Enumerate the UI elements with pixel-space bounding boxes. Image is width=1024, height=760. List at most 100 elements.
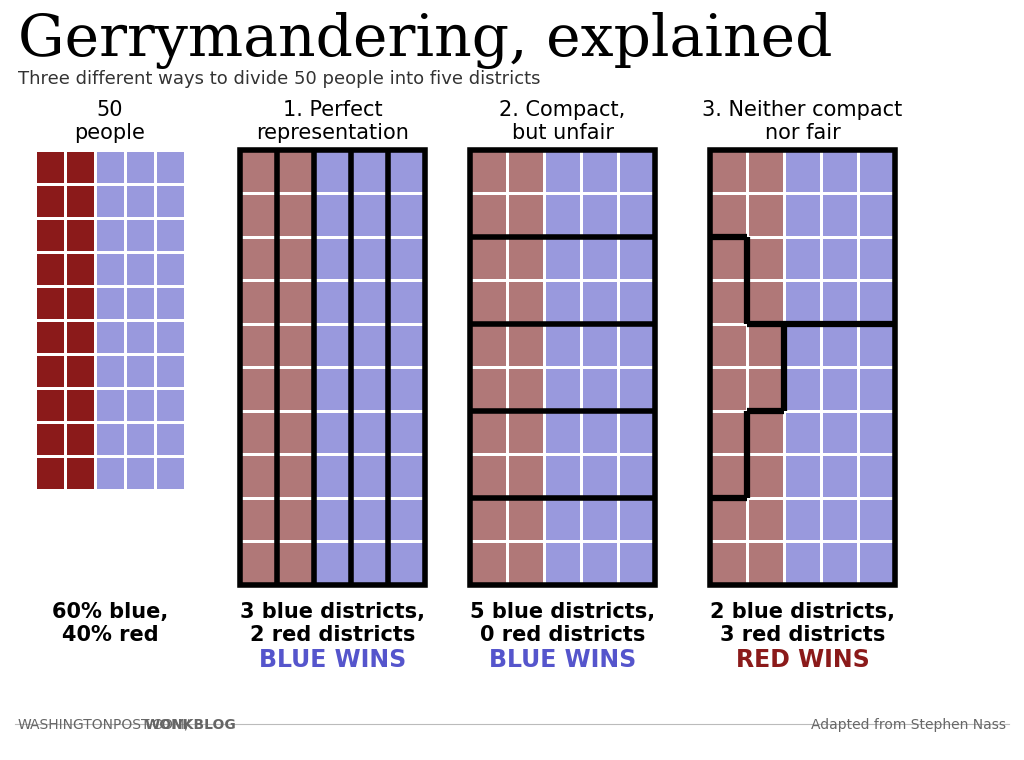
Bar xyxy=(389,325,424,366)
Bar xyxy=(546,369,580,410)
Bar xyxy=(859,195,894,236)
Bar xyxy=(315,369,349,410)
Bar xyxy=(509,456,543,496)
Bar xyxy=(509,499,543,540)
Bar xyxy=(127,220,154,251)
Bar xyxy=(37,220,63,251)
Text: 2. Compact,
but unfair: 2. Compact, but unfair xyxy=(500,100,626,143)
Bar xyxy=(509,369,543,410)
Bar xyxy=(859,282,894,322)
Bar xyxy=(712,499,745,540)
Bar xyxy=(67,220,93,251)
Bar xyxy=(389,239,424,279)
Bar xyxy=(352,369,386,410)
Bar xyxy=(822,151,856,192)
Bar xyxy=(710,150,895,585)
Bar xyxy=(620,413,653,453)
Text: Gerrymandering, explained: Gerrymandering, explained xyxy=(18,12,833,69)
Bar xyxy=(67,458,93,489)
Bar xyxy=(157,287,183,318)
Bar xyxy=(37,389,63,420)
Bar xyxy=(749,151,782,192)
Bar xyxy=(822,543,856,584)
Bar xyxy=(749,413,782,453)
Bar xyxy=(546,413,580,453)
Bar xyxy=(583,282,616,322)
Bar xyxy=(712,325,745,366)
Bar xyxy=(583,543,616,584)
Bar xyxy=(37,287,63,318)
Bar xyxy=(859,413,894,453)
Bar xyxy=(242,456,275,496)
Bar xyxy=(712,282,745,322)
Bar xyxy=(620,456,653,496)
Text: BLUE WINS: BLUE WINS xyxy=(259,648,407,672)
Bar xyxy=(859,369,894,410)
Bar xyxy=(240,150,425,585)
Bar xyxy=(583,369,616,410)
Bar xyxy=(127,458,154,489)
Bar xyxy=(352,282,386,322)
Bar xyxy=(67,356,93,387)
Bar xyxy=(67,185,93,217)
Bar xyxy=(785,413,819,453)
Bar xyxy=(279,499,312,540)
Bar xyxy=(37,458,63,489)
Bar xyxy=(67,423,93,454)
Bar xyxy=(546,325,580,366)
Bar xyxy=(96,185,124,217)
Bar xyxy=(279,543,312,584)
Bar xyxy=(471,239,506,279)
Bar xyxy=(389,151,424,192)
Bar xyxy=(620,325,653,366)
Bar xyxy=(315,151,349,192)
Bar xyxy=(96,389,124,420)
Text: 5 blue districts,
0 red districts: 5 blue districts, 0 red districts xyxy=(470,602,655,645)
Bar xyxy=(37,151,63,182)
Bar xyxy=(822,369,856,410)
Bar xyxy=(620,239,653,279)
Bar xyxy=(157,458,183,489)
Bar xyxy=(352,543,386,584)
Bar xyxy=(583,456,616,496)
Text: 3. Neither compact
nor fair: 3. Neither compact nor fair xyxy=(702,100,902,143)
Bar xyxy=(620,151,653,192)
Bar xyxy=(389,456,424,496)
Bar xyxy=(712,195,745,236)
Bar xyxy=(471,499,506,540)
Bar xyxy=(127,356,154,387)
Bar xyxy=(157,151,183,182)
Bar xyxy=(471,151,506,192)
Bar xyxy=(352,325,386,366)
Bar xyxy=(96,356,124,387)
Bar xyxy=(389,413,424,453)
Bar xyxy=(315,543,349,584)
Bar xyxy=(389,195,424,236)
Text: 1. Perfect
representation: 1. Perfect representation xyxy=(256,100,409,143)
Bar xyxy=(749,282,782,322)
Bar xyxy=(279,151,312,192)
Bar xyxy=(96,254,124,284)
Bar xyxy=(583,195,616,236)
Bar xyxy=(279,195,312,236)
Bar xyxy=(620,195,653,236)
Bar xyxy=(242,239,275,279)
Bar xyxy=(583,413,616,453)
Text: 3 blue districts,
2 red districts: 3 blue districts, 2 red districts xyxy=(240,602,425,645)
Bar xyxy=(785,239,819,279)
Text: BLUE WINS: BLUE WINS xyxy=(488,648,636,672)
Bar xyxy=(471,325,506,366)
Bar xyxy=(127,287,154,318)
Bar xyxy=(859,151,894,192)
Bar xyxy=(470,150,655,585)
Text: WONKBLOG: WONKBLOG xyxy=(145,718,237,732)
Bar xyxy=(242,543,275,584)
Bar xyxy=(157,254,183,284)
Bar xyxy=(785,151,819,192)
Bar xyxy=(96,423,124,454)
Bar xyxy=(785,369,819,410)
Bar xyxy=(96,220,124,251)
Bar xyxy=(546,195,580,236)
Bar xyxy=(509,239,543,279)
Bar xyxy=(859,239,894,279)
